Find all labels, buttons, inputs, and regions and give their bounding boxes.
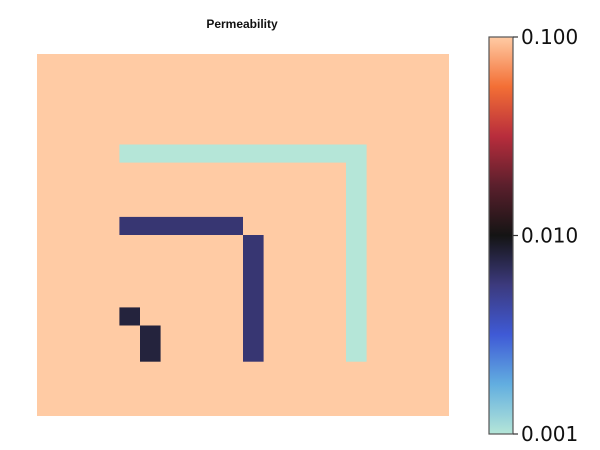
heatmap-region-1-part-0 — [119, 216, 243, 235]
heatmap-region-1-part-1 — [243, 235, 264, 362]
heatmap-region-2-part-1 — [140, 325, 161, 362]
colorbar: 0.001 0.010 0.100 — [488, 25, 578, 446]
colorbar-tick-label-1: 0.010 — [521, 224, 578, 248]
colorbar-tick-label-2: 0.100 — [521, 25, 578, 49]
chart-title: Permeability — [206, 17, 278, 31]
heatmap-region-0-part-0 — [119, 144, 347, 163]
colorbar-tick-label-0: 0.001 — [521, 422, 578, 446]
heatmap-plot — [37, 54, 449, 416]
heatmap-region-2-part-0 — [119, 307, 140, 326]
heatmap-region-0-part-1 — [346, 144, 367, 362]
colorbar-gradient — [488, 36, 514, 435]
